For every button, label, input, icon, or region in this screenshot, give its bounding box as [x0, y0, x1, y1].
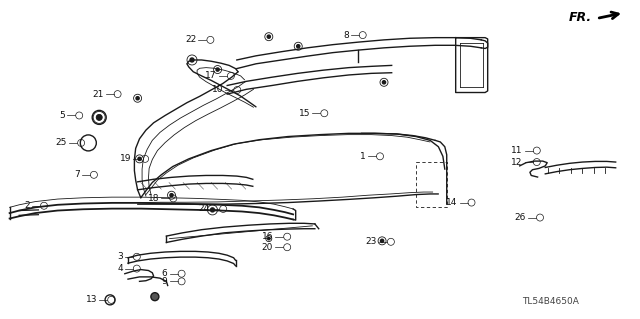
Text: 3: 3	[117, 252, 123, 261]
Text: 11: 11	[511, 146, 523, 155]
Circle shape	[380, 239, 384, 242]
Circle shape	[138, 157, 141, 160]
Circle shape	[170, 194, 173, 197]
Text: 18: 18	[148, 194, 159, 203]
Text: 24: 24	[198, 204, 209, 213]
Text: 19: 19	[120, 154, 131, 163]
Circle shape	[190, 58, 194, 62]
Text: 1: 1	[360, 152, 366, 161]
Text: 16: 16	[262, 232, 273, 241]
Circle shape	[151, 293, 159, 301]
Circle shape	[216, 68, 219, 71]
Circle shape	[97, 115, 102, 120]
Circle shape	[268, 35, 271, 38]
Text: FR.: FR.	[569, 11, 592, 24]
Text: 12: 12	[511, 158, 523, 167]
Circle shape	[297, 45, 300, 48]
Circle shape	[211, 208, 214, 212]
Text: 17: 17	[205, 71, 217, 80]
Text: 13: 13	[86, 295, 97, 304]
Text: 15: 15	[299, 109, 310, 118]
Text: 21: 21	[92, 90, 104, 99]
Text: 26: 26	[515, 213, 526, 222]
Text: 23: 23	[365, 237, 377, 246]
Circle shape	[383, 81, 385, 84]
Text: 10: 10	[212, 85, 223, 94]
Circle shape	[136, 97, 140, 100]
Text: 20: 20	[262, 243, 273, 252]
Text: TL54B4650A: TL54B4650A	[522, 297, 579, 306]
Text: 4: 4	[117, 264, 123, 273]
Text: 6: 6	[162, 269, 168, 278]
Text: 7: 7	[74, 170, 80, 179]
Text: 5: 5	[60, 111, 65, 120]
Text: 25: 25	[56, 138, 67, 147]
Text: 22: 22	[185, 35, 196, 44]
Text: 14: 14	[446, 198, 458, 207]
Text: 2: 2	[24, 201, 30, 210]
Circle shape	[268, 237, 270, 240]
Text: 8: 8	[343, 31, 349, 40]
Text: 9: 9	[162, 277, 168, 286]
